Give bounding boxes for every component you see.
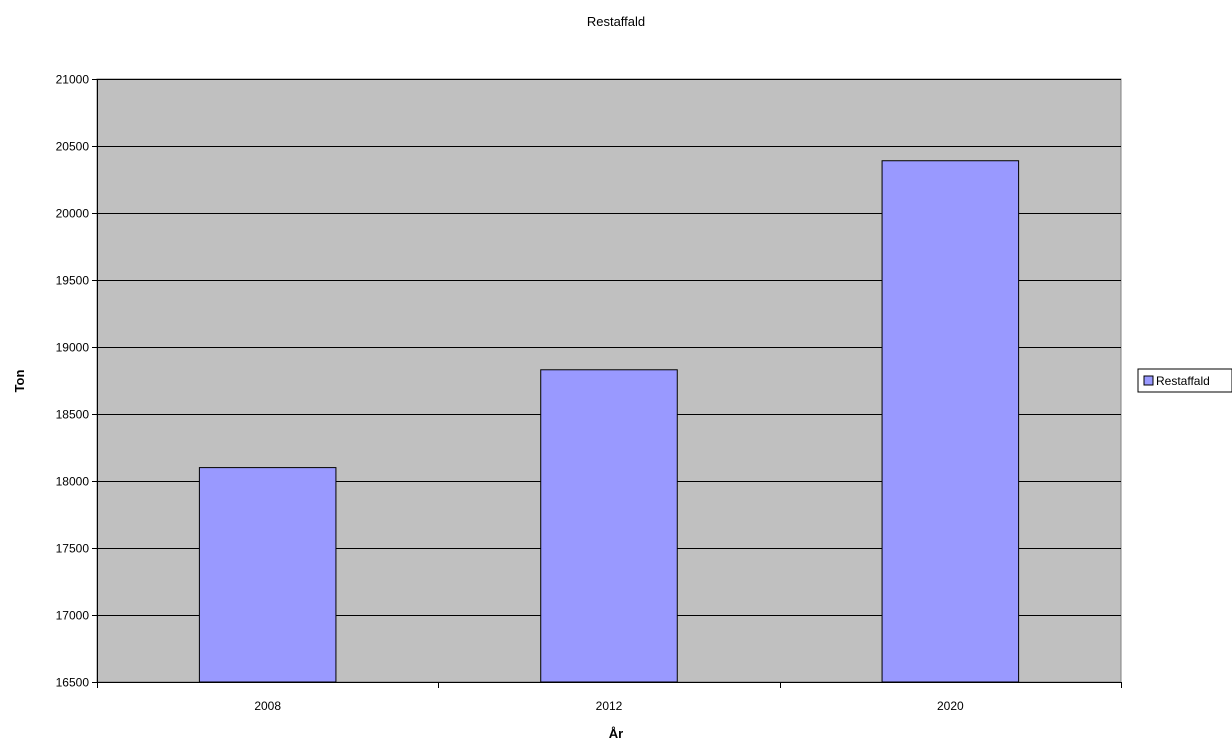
x-tick-labels: 2008 2012 2020 (254, 699, 964, 713)
y-tick-label: 20500 (56, 140, 90, 154)
y-tick-label: 20000 (56, 207, 90, 221)
y-tick-label: 19000 (56, 341, 90, 355)
y-tick-label: 19500 (56, 274, 90, 288)
y-tick-label: 16500 (56, 676, 90, 690)
chart-title: Restaffald (587, 14, 645, 29)
y-tick-label: 18000 (56, 475, 90, 489)
y-tick-label: 21000 (56, 73, 90, 87)
bar (198, 467, 337, 683)
bar (540, 369, 678, 683)
y-axis-label: Ton (12, 370, 27, 393)
legend-box (1137, 368, 1232, 393)
y-tick-label: 17500 (56, 542, 90, 556)
legend: Restaffald (1137, 368, 1232, 393)
bar (881, 160, 1020, 683)
x-tick-label: 2008 (254, 699, 281, 713)
y-tick-label: 18500 (56, 408, 90, 422)
y-tick-label: 17000 (56, 609, 90, 623)
legend-label: Restaffald (1156, 374, 1210, 388)
bars (198, 160, 1020, 683)
y-tick-labels: 16500 17000 17500 18000 18500 19000 19500 20000… (56, 73, 90, 690)
x-tick-label: 2020 (937, 699, 964, 713)
axes (92, 79, 1122, 688)
legend-swatch (1143, 375, 1154, 386)
x-axis-label: År (609, 726, 623, 740)
x-tick-label: 2012 (596, 699, 623, 713)
